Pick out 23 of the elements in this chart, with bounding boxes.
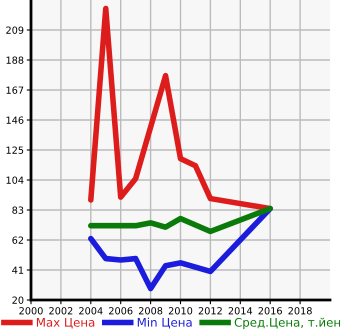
x-tick-label: 2012 — [198, 307, 222, 314]
x-tick-label: 2002 — [49, 307, 72, 314]
x-tick-label: 2006 — [109, 307, 132, 314]
y-tick-label: 41 — [12, 266, 24, 274]
y-tick-label: 20 — [12, 296, 24, 304]
y-tick-label: 62 — [12, 236, 24, 244]
y-tick-label: 83 — [12, 206, 24, 214]
y-tick-label: 125 — [6, 146, 24, 154]
x-tick-label: 2010 — [168, 307, 192, 314]
y-tick-label: 188 — [6, 56, 24, 64]
x-tick-label: 2016 — [258, 307, 282, 314]
x-tick-label: 2000 — [19, 307, 43, 314]
legend-label: Max Цена — [36, 318, 94, 328]
x-tick-label: 2014 — [228, 307, 252, 314]
y-tick-label: 209 — [6, 26, 24, 34]
legend-label: Min Цена — [138, 318, 192, 328]
y-tick-label: 167 — [6, 86, 24, 94]
y-tick-label: 146 — [6, 116, 24, 124]
y-tick-label: 104 — [6, 176, 24, 184]
x-tick-label: 2008 — [138, 307, 162, 314]
legend-label: Сред.Цена, т.йен — [234, 318, 340, 330]
x-tick-label: 2018 — [288, 307, 312, 314]
x-tick-label: 2004 — [79, 307, 103, 314]
